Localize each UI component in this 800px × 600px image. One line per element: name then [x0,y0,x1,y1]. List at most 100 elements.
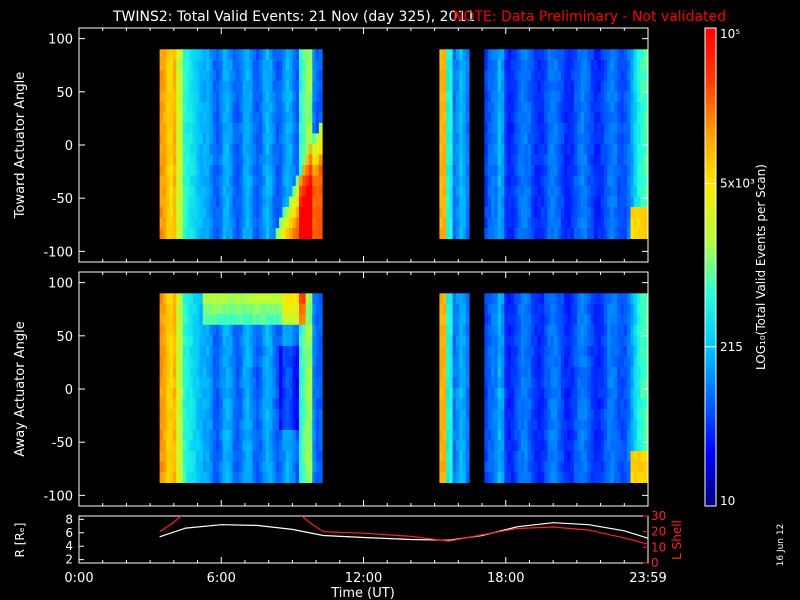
time-tick-label: 12:00 [345,571,382,586]
heatmap-cell [593,217,598,229]
heatmap-cell [162,59,167,71]
heatmap-cell [501,49,505,61]
heatmap-cell [587,186,591,197]
heatmap-cell [593,461,598,473]
heatmap-cell [620,303,625,315]
heatmap-cell [182,133,187,145]
heatmap-cell [299,293,303,305]
heatmap-cell [497,314,502,326]
heatmap-cell [465,472,470,483]
heatmap-cell [166,217,170,229]
heatmap-cell [603,387,608,399]
heatmap-cell [179,387,184,399]
heatmap-cell [610,451,615,462]
heatmap-cell [511,80,515,92]
heatmap-cell [239,228,243,239]
heatmap-cell [620,80,625,92]
heatmap-cell [182,303,187,315]
heatmap-cell [235,196,240,208]
heatmap-cell [446,133,450,145]
heatmap-cell [299,80,303,92]
heatmap-cell [623,366,628,378]
heatmap-cell [550,133,555,145]
heatmap-cell [507,91,512,103]
heatmap-cell [216,186,220,197]
colorbar-scale [705,28,716,506]
heatmap-cell [520,366,525,378]
heatmap-cell [176,207,180,218]
heatmap-cell [577,186,581,197]
heatmap-cell [282,293,287,305]
heatmap-cell [564,70,568,82]
heatmap-cell [574,112,578,124]
heatmap-cell [544,186,548,197]
heatmap-cell [456,49,460,61]
heatmap-cell [623,324,628,336]
heatmap-cell [219,154,224,166]
heatmap-cell [312,186,316,197]
heatmap-cell [206,440,210,452]
heatmap-cell [202,175,207,187]
heatmap-cell [534,335,538,347]
heatmap-cell [275,398,280,410]
heatmap-cell [570,207,575,218]
heatmap-cell [305,154,310,166]
heatmap-cell [318,472,323,483]
heatmap-cell [459,80,463,92]
heatmap-cell [627,154,631,166]
heatmap-cell [305,133,310,145]
heatmap-cell [607,335,611,347]
heatmap-cell [590,366,595,378]
heatmap-cell [459,461,463,473]
heatmap-cell [219,101,224,113]
heatmap-cell [446,101,450,113]
heatmap-cell [239,366,243,378]
heatmap-cell [547,387,552,399]
heatmap-cell [315,186,320,197]
heatmap-cell [623,451,628,462]
heatmap-cell [537,91,542,103]
heatmap-cell [504,196,508,208]
heatmap-cell [196,122,200,134]
heatmap-cell [640,335,645,347]
heatmap-cell [312,228,316,239]
heatmap-cell [610,112,615,124]
heatmap-cell [192,398,197,410]
heatmap-cell [245,175,250,187]
heatmap-cell [302,451,306,462]
heatmap-cell [584,461,588,473]
heatmap-cell [302,49,306,61]
heatmap-cell [199,228,204,239]
heatmap-cell [245,440,250,452]
heatmap-cell [643,409,648,420]
heatmap-cell [567,335,572,347]
heatmap-cell [229,377,233,389]
heatmap-cell [302,143,306,155]
heatmap-cell [239,419,243,431]
heatmap-cell [315,387,320,399]
heatmap-cell [580,70,585,82]
heatmap-cell [643,49,648,61]
heatmap-cell [517,293,522,305]
heatmap-cell [607,196,611,208]
heatmap-cell [557,419,562,431]
heatmap-cell [587,207,591,218]
heatmap-cell [574,154,578,166]
heatmap-cell [633,345,638,357]
heatmap-cell [610,217,615,229]
heatmap-cell [487,196,492,208]
heatmap-cell [249,419,253,431]
heatmap-cell [577,122,581,134]
heatmap-cell [265,387,270,399]
heatmap-cell [199,112,204,124]
heatmap-cell [491,451,495,462]
heatmap-cell [507,461,512,473]
heatmap-cell [196,356,200,368]
r-tick-label: 6 [65,526,73,540]
heatmap-cell [285,49,290,61]
heatmap-cell [570,154,575,166]
heatmap-cell [279,49,283,61]
heatmap-cell [209,335,214,347]
heatmap-cell [169,91,174,103]
heatmap-cell [597,324,601,336]
